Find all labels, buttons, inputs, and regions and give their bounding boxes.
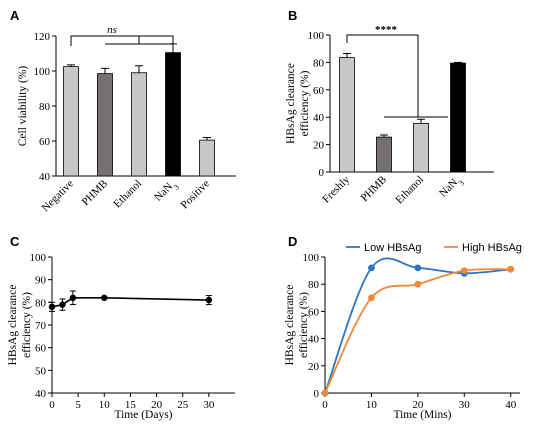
data-point bbox=[205, 296, 213, 304]
y-tick-label: 60 bbox=[35, 343, 47, 355]
y-tick-label: 90 bbox=[35, 275, 47, 287]
y-axis-label-line2: efficiency (%) bbox=[298, 292, 310, 358]
y-tick-label: 120 bbox=[34, 31, 51, 43]
x-tick-label: 20 bbox=[412, 399, 424, 411]
y-tick-label: 0 bbox=[319, 167, 325, 179]
y-tick-label: 80 bbox=[35, 297, 47, 309]
bar bbox=[131, 72, 147, 177]
data-point bbox=[59, 301, 66, 308]
x-tick-label: 40 bbox=[505, 399, 517, 411]
x-tick-label: 30 bbox=[459, 399, 471, 411]
x-axis-label: Time (Days) bbox=[114, 409, 172, 421]
x-tick-label: 5 bbox=[75, 399, 81, 411]
y-tick-label: 50 bbox=[35, 365, 47, 377]
y-tick-label: 70 bbox=[35, 320, 47, 332]
y-tick-label: 80 bbox=[39, 101, 51, 113]
data-point bbox=[368, 294, 375, 302]
data-point bbox=[507, 265, 515, 273]
x-tick-label: Positive bbox=[179, 178, 213, 212]
significance-bracket bbox=[346, 34, 419, 117]
y-tick-label: 60 bbox=[39, 136, 51, 148]
y-tick-label: 100 bbox=[303, 252, 320, 264]
x-tick-label: 10 bbox=[99, 399, 111, 411]
data-point bbox=[69, 294, 77, 301]
panel-letter-a: A bbox=[10, 8, 20, 23]
x-tick-label: Ethanol bbox=[111, 178, 144, 211]
bar bbox=[63, 66, 79, 177]
y-tick-label: 40 bbox=[313, 112, 325, 124]
significance-label: ns bbox=[107, 24, 117, 36]
panel-c-line-chart: 40 50 60 70 80 90 100 0 5 10 15 20 25 30 Time (Days) HB… bbox=[7, 252, 235, 421]
x-tick-label: Freshly bbox=[320, 173, 352, 205]
data-point bbox=[101, 294, 108, 301]
x-tick-label: Negative bbox=[40, 178, 77, 215]
x-tick-label: 25 bbox=[177, 399, 189, 411]
y-tick-label: 20 bbox=[313, 140, 325, 152]
data-point bbox=[368, 264, 375, 272]
x-tick-label: PHMB bbox=[80, 178, 111, 209]
y-tick-label: 60 bbox=[308, 306, 320, 318]
panel-a-bar-chart: 40 60 80 100 120 Cell viability (%) Negative PH… bbox=[17, 24, 236, 214]
significance-bracket bbox=[70, 35, 174, 46]
bar bbox=[97, 73, 113, 177]
legend-label: High HBsAg bbox=[462, 242, 522, 254]
x-tick-label: 10 bbox=[366, 399, 378, 411]
x-tick-label: 0 bbox=[49, 399, 55, 411]
x-tick-label: 0 bbox=[322, 399, 328, 411]
y-tick-label: 40 bbox=[35, 388, 47, 400]
data-point bbox=[414, 264, 422, 272]
y-axis-label-line2: efficiency (%) bbox=[21, 292, 33, 358]
y-tick-label: 100 bbox=[30, 252, 47, 264]
bar bbox=[339, 57, 355, 173]
x-tick-label: 20 bbox=[151, 399, 163, 411]
x-axis-label: Time (Mins) bbox=[393, 409, 451, 421]
y-axis-label-line2: efficiency (%) bbox=[299, 70, 311, 136]
data-point bbox=[414, 280, 422, 288]
y-axis-label-line1: HBsAg clearance bbox=[284, 285, 296, 366]
x-tick-label: 15 bbox=[125, 399, 137, 411]
legend-label: Low HBsAg bbox=[364, 242, 421, 254]
y-tick-label: 100 bbox=[308, 30, 325, 42]
y-axis-label-line1: HBsAg clearance bbox=[7, 285, 19, 366]
panel-letter-c: C bbox=[10, 234, 20, 249]
series-line-high-hbsag bbox=[324, 268, 511, 394]
data-point bbox=[321, 389, 329, 397]
significance-label: **** bbox=[375, 24, 398, 36]
y-tick-label: 80 bbox=[308, 279, 320, 291]
bar bbox=[199, 139, 215, 177]
y-axis-label-line1: HBsAg clearance bbox=[285, 63, 297, 144]
y-tick-label: 0 bbox=[314, 388, 320, 400]
data-point bbox=[48, 303, 56, 311]
y-tick-label: 40 bbox=[39, 171, 51, 183]
x-tick-label: NaN3 bbox=[437, 174, 465, 202]
panel-b-bar-chart: 0 20 40 60 80 100 HBsAg clearance efficiency (%… bbox=[285, 24, 494, 206]
bar bbox=[450, 62, 466, 173]
bar bbox=[413, 122, 429, 173]
bar bbox=[165, 52, 181, 177]
series-line-low-hbsag bbox=[324, 257, 511, 394]
y-tick-label: 100 bbox=[34, 66, 51, 78]
y-tick-label: 60 bbox=[313, 85, 325, 97]
x-tick-label: 30 bbox=[203, 399, 215, 411]
y-tick-label: 40 bbox=[308, 334, 320, 346]
bar bbox=[376, 136, 392, 173]
x-tick-label: NaN3 bbox=[152, 178, 180, 206]
y-axis-label: Cell viability (%) bbox=[17, 66, 29, 147]
panel-d-line-chart: 0 20 40 60 80 100 0 10 20 30 40 Time (Mins) HBsAg cl… bbox=[284, 242, 522, 421]
y-tick-label: 80 bbox=[313, 57, 325, 69]
y-tick-label: 20 bbox=[308, 361, 320, 373]
panel-letter-b: B bbox=[288, 8, 297, 23]
panel-letter-d: D bbox=[288, 234, 297, 249]
x-tick-label: PHMB bbox=[359, 174, 390, 205]
data-point bbox=[460, 267, 468, 274]
x-tick-label: Ethanol bbox=[393, 174, 426, 207]
